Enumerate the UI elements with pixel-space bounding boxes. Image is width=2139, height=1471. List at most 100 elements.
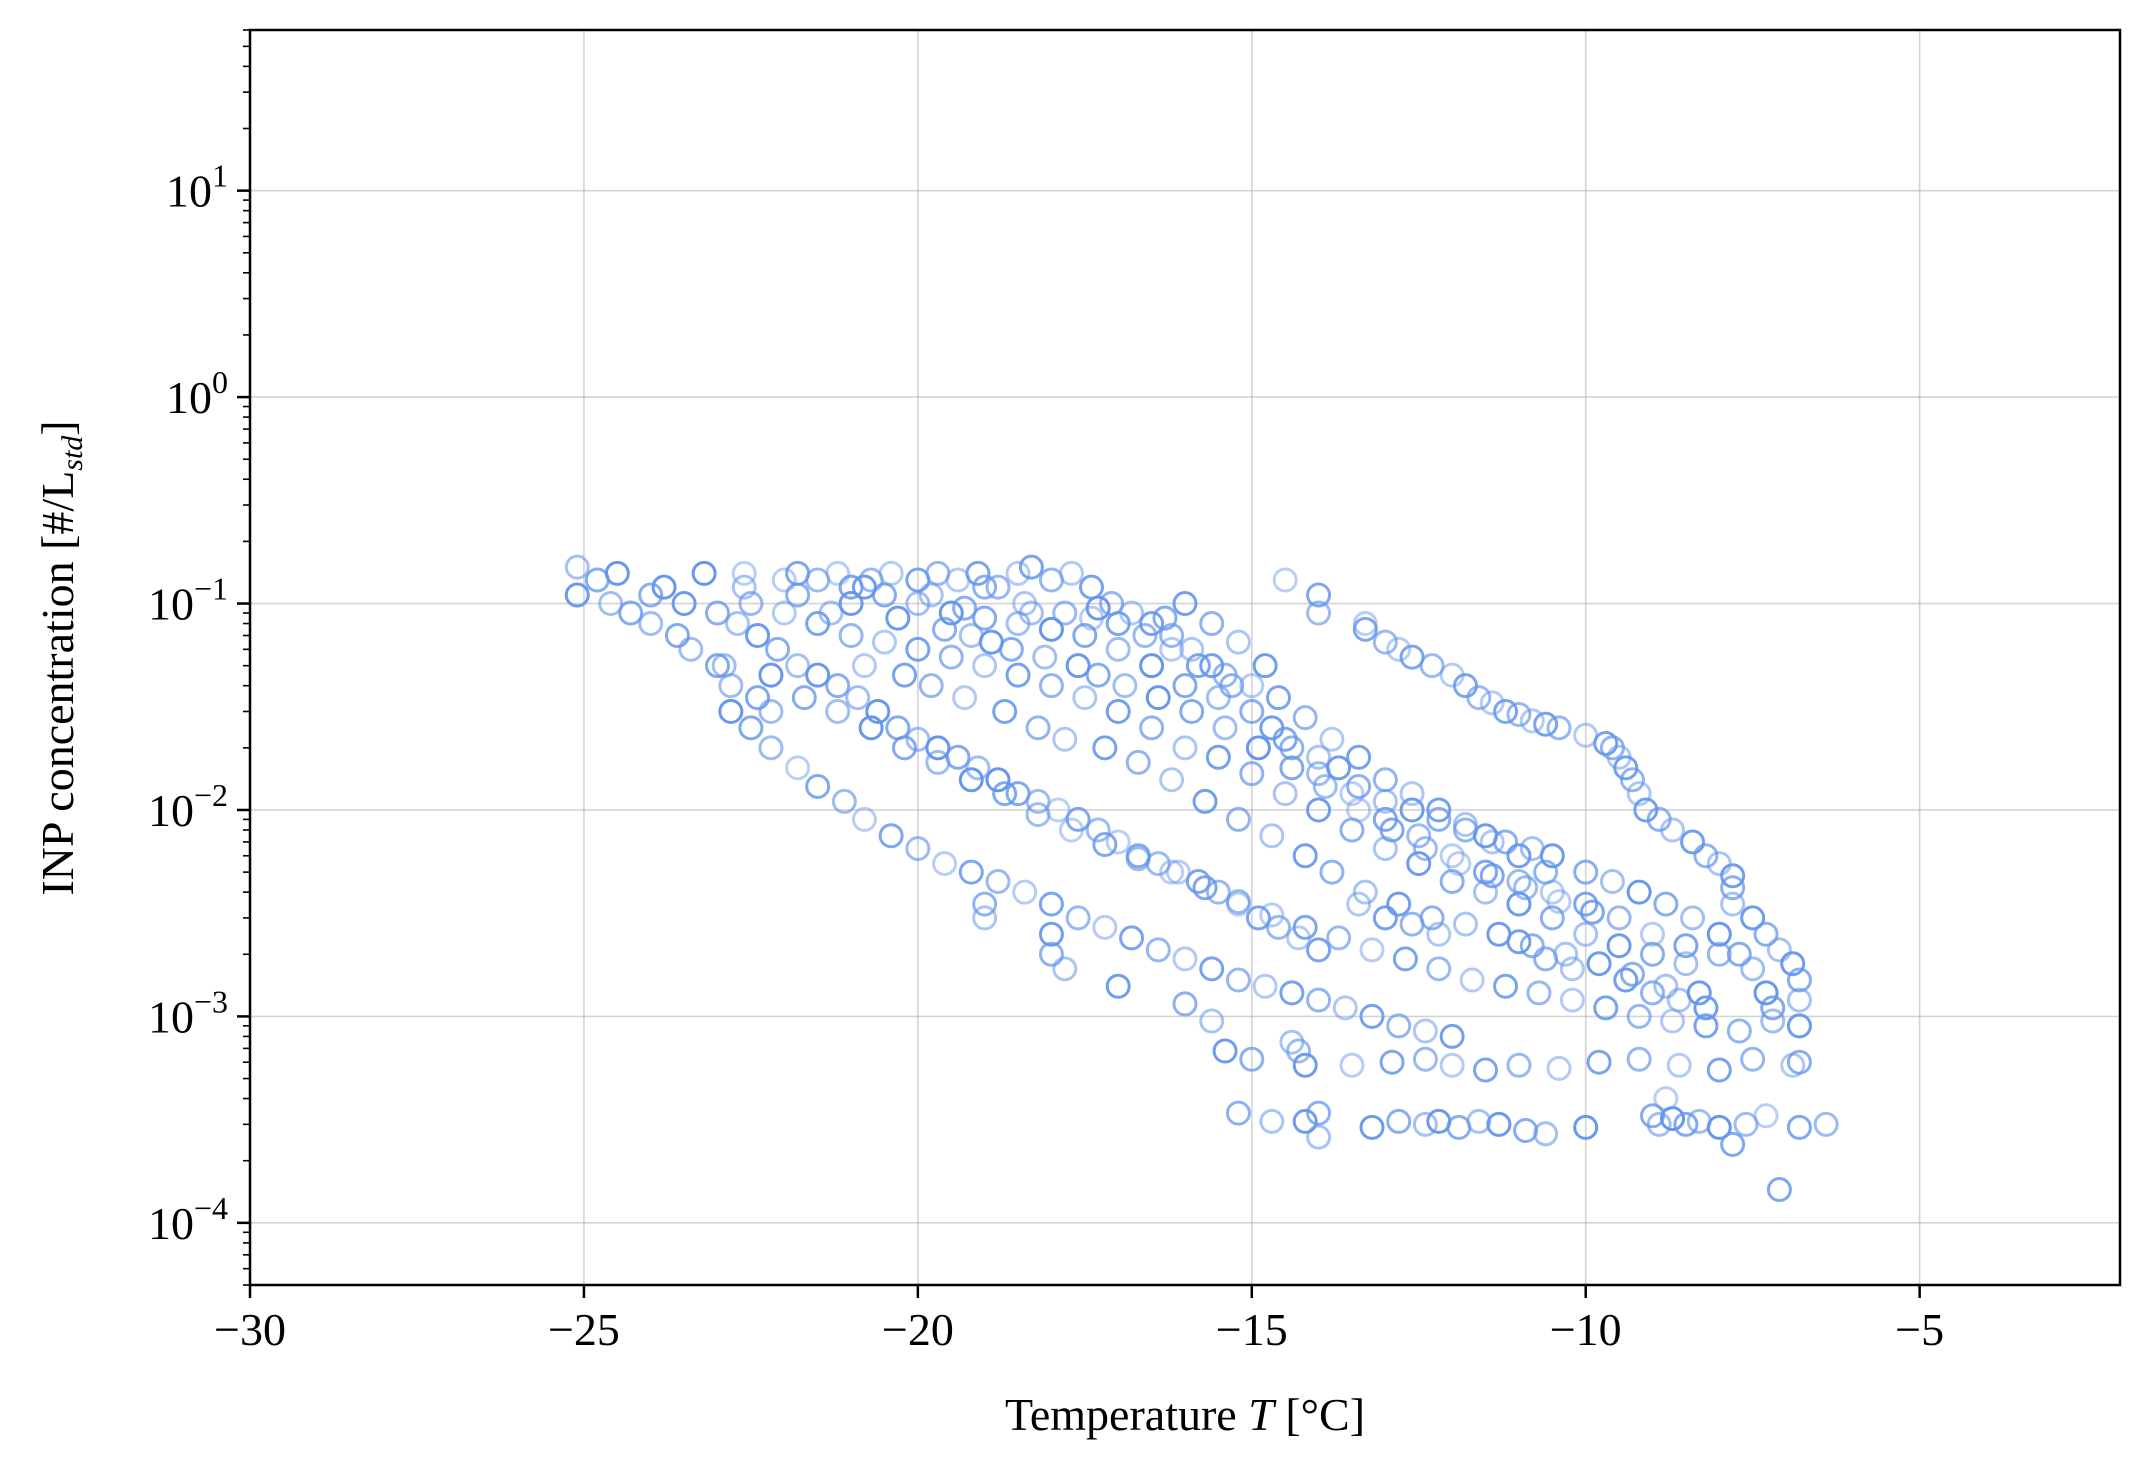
data-point [1038, 941, 1064, 967]
data-point [1640, 980, 1665, 1006]
y-tick-base: 10 [148, 785, 194, 836]
data-point [738, 715, 764, 741]
data-point [771, 567, 797, 593]
data-points [564, 554, 1839, 1203]
data-point [1339, 1052, 1365, 1078]
data-point [1266, 685, 1291, 711]
data-point [1513, 875, 1539, 901]
data-point [1546, 889, 1572, 915]
data-point [1072, 623, 1098, 649]
data-point [1225, 629, 1251, 655]
data-point [1085, 817, 1111, 843]
data-point [1359, 1003, 1385, 1029]
data-point [1105, 611, 1131, 637]
data-point [1653, 891, 1679, 917]
data-point [1593, 730, 1619, 756]
data-point [1726, 941, 1752, 967]
data-point [1072, 685, 1098, 711]
data-point [851, 574, 877, 600]
data-point [1205, 685, 1231, 711]
data-point [1392, 946, 1418, 972]
data-point [705, 653, 730, 679]
data-point [671, 591, 697, 617]
data-point [1533, 711, 1559, 737]
x-tick-label: −25 [548, 1304, 620, 1355]
data-point [1092, 735, 1118, 761]
data-point [1493, 698, 1519, 724]
data-point [1733, 1111, 1759, 1137]
data-point [1159, 767, 1185, 793]
data-point [1245, 905, 1271, 931]
data-point [1740, 905, 1766, 931]
data-point [1038, 891, 1064, 917]
data-point [1726, 1018, 1752, 1044]
data-point [925, 560, 951, 586]
data-point [1606, 933, 1632, 959]
data-point [1386, 891, 1412, 917]
data-point [952, 595, 978, 621]
data-point [1339, 817, 1365, 843]
data-point [1252, 973, 1278, 999]
data-point [1372, 905, 1398, 931]
data-point [638, 582, 664, 608]
data-point [878, 560, 904, 586]
data-point [1626, 1003, 1652, 1029]
data-point [745, 685, 771, 711]
data-point [1192, 875, 1218, 901]
data-point [958, 859, 984, 885]
data-point [1159, 636, 1185, 662]
data-point [918, 673, 944, 699]
data-point [1165, 859, 1191, 885]
x-tick-label: −5 [1895, 1304, 1944, 1355]
data-point [825, 673, 851, 699]
data-point [1139, 611, 1165, 637]
data-point [1052, 956, 1078, 982]
data-point [1546, 1055, 1572, 1081]
data-point [1052, 726, 1078, 752]
data-point [1018, 554, 1044, 580]
data-point [758, 735, 784, 761]
y-tick-label: 101 [166, 158, 228, 217]
data-point [1286, 1038, 1312, 1064]
data-point [718, 698, 744, 724]
data-point [1599, 869, 1625, 895]
data-point [1065, 806, 1091, 832]
y-tick-base: 10 [148, 991, 194, 1042]
data-point [1640, 941, 1665, 967]
data-point [1559, 956, 1585, 982]
data-point [1786, 1013, 1812, 1039]
data-point [651, 574, 677, 600]
data-point [1012, 879, 1038, 905]
data-point [1439, 869, 1465, 895]
data-point [1025, 715, 1051, 741]
data-point [985, 869, 1011, 895]
data-point [1813, 1111, 1839, 1137]
data-point [1272, 567, 1298, 593]
data-point [1753, 1103, 1779, 1129]
data-point [858, 715, 884, 741]
data-point [1306, 761, 1332, 787]
data-point [1399, 797, 1425, 823]
data-point [1653, 1086, 1679, 1112]
data-point [972, 605, 998, 631]
data-point [1225, 889, 1251, 915]
data-point [1185, 653, 1211, 679]
data-point [818, 600, 844, 626]
data-point [1486, 1111, 1512, 1137]
data-point [1306, 797, 1332, 823]
data-point [1720, 1131, 1746, 1157]
data-point [1092, 832, 1118, 858]
data-point [1626, 1046, 1652, 1072]
data-point [1038, 616, 1064, 642]
axis-ticks [237, 29, 1921, 1298]
data-point [1473, 879, 1499, 905]
data-point [1212, 1038, 1238, 1064]
data-point [1185, 869, 1211, 895]
data-point [1239, 698, 1265, 724]
data-point [1720, 875, 1746, 901]
y-tick-exponent: 0 [212, 364, 228, 400]
data-point [564, 554, 590, 580]
data-point [865, 698, 891, 724]
